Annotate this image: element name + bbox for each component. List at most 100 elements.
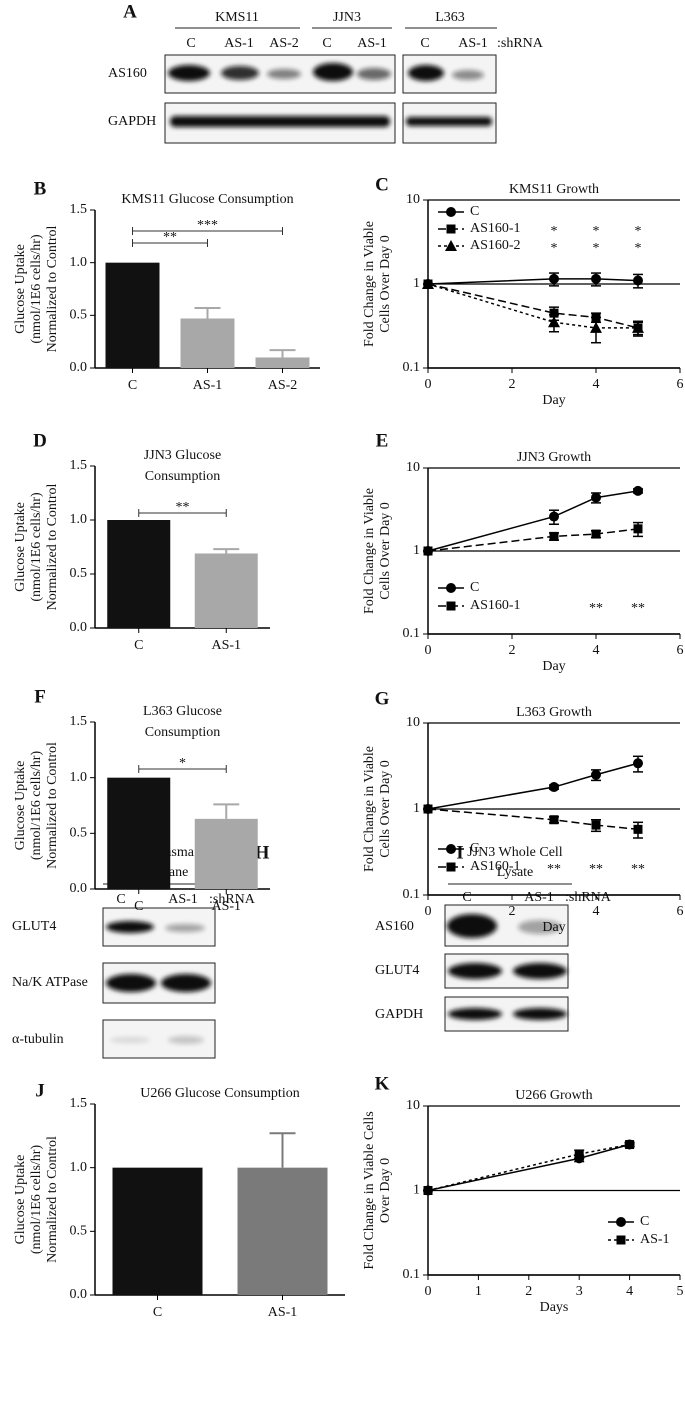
x-tick-label: C [134,638,143,653]
x-tick-label: C [153,1305,162,1320]
y-axis-label: Cells Over Day 0 [378,502,393,600]
x-tick-label: 0 [425,904,432,919]
x-tick-label: AS-1 [211,899,241,914]
row-label: GLUT4 [12,919,56,934]
y-axis-label: Normalized to Control [45,742,60,869]
chart-title: U266 Growth [515,1088,592,1103]
x-axis-label: Day [542,920,565,935]
y-tick-label: 1 [413,276,420,291]
significance-label: ** [589,601,603,616]
x-tick-label: 4 [593,904,600,919]
lane-label: C [116,892,125,907]
y-axis-label: Fold Change in Viable [362,746,377,872]
x-axis-label: Day [542,659,565,674]
data-point [633,275,643,286]
legend-label: AS-1 [640,1232,670,1247]
data-point [423,1186,433,1195]
series-line [427,762,639,810]
panel-letter: H [255,842,270,863]
lane-label: AS-1 [224,36,254,51]
significance-label: * [635,241,642,256]
x-tick-label: 2 [509,643,516,658]
band [221,66,259,80]
data-point [632,321,644,333]
row-label: AS160 [375,919,414,934]
band [106,921,154,933]
y-axis-label: Normalized to Control [45,1136,60,1263]
x-tick-label: AS-1 [211,638,241,653]
significance-label: ** [547,862,561,877]
significance-label: * [551,241,558,256]
y-axis-label: Cells Over Day 0 [378,760,393,858]
bar [237,1167,328,1295]
panel-letter: G [375,688,390,709]
legend-marker [446,207,456,217]
data-point [549,273,559,284]
bar [107,520,171,628]
band [452,70,484,80]
x-axis-label: Day [542,393,565,408]
legend-label: C [470,580,479,595]
y-tick-label: 0.5 [70,308,88,323]
significance-label: * [179,756,186,771]
chart-title: Consumption [145,725,220,740]
y-axis-label: (nmol/1E6 cells/hr) [29,1145,44,1255]
band [513,963,567,979]
data-point [422,278,434,289]
x-axis-label: Days [540,1300,569,1315]
bar [194,818,258,889]
series-line [427,278,639,285]
panel-letter: F [34,686,46,707]
y-tick-label: 0.0 [70,620,88,635]
lane-suffix: :shRNA [497,36,544,51]
x-tick-label: AS-1 [268,1305,298,1320]
legend-marker [446,601,456,611]
y-axis-label: Fold Change in Viable [362,488,377,614]
data-point [625,1140,635,1150]
series-line [427,283,639,329]
y-axis-label: (nmol/1E6 cells/hr) [29,234,44,344]
y-tick-label: 1.0 [70,255,88,270]
chart-title: L363 Growth [516,705,592,720]
significance-label: ** [631,862,645,877]
band [447,914,497,938]
bar [105,262,160,368]
x-tick-label: 5 [677,1284,684,1299]
bar [255,357,310,368]
legend-marker [446,583,456,593]
y-tick-label: 0.1 [403,887,421,902]
legend-label: AS160-1 [470,221,521,236]
significance-label: * [635,224,642,239]
panel-letter: C [375,174,389,195]
x-tick-label: C [134,899,143,914]
data-point [574,1149,584,1159]
x-tick-label: 4 [593,643,600,658]
y-tick-label: 10 [406,460,420,475]
y-tick-label: 0.0 [70,881,88,896]
y-axis-label: Cells Over Day 0 [378,235,393,333]
chart-title: KMS11 Growth [509,182,599,197]
panel-letter: I [456,842,463,863]
band [168,65,210,81]
y-tick-label: 1 [413,801,420,816]
group-label: L363 [435,10,465,25]
x-tick-label: AS-2 [268,378,298,393]
data-point [549,308,559,318]
legend-label: AS160-1 [470,859,521,874]
bar [112,1167,203,1295]
y-axis-label: Fold Change in Viable Cells [362,1111,377,1269]
x-tick-label: 1 [475,1284,482,1299]
significance-label: *** [197,218,218,233]
legend-marker [616,1235,626,1245]
y-tick-label: 1.5 [70,714,88,729]
panel-letter: D [33,430,47,451]
data-point [549,531,559,541]
data-point [633,485,643,496]
band [165,924,205,932]
data-point [591,529,601,539]
bar [194,553,258,628]
band [357,68,391,80]
data-point [549,782,559,793]
data-point [591,492,601,503]
